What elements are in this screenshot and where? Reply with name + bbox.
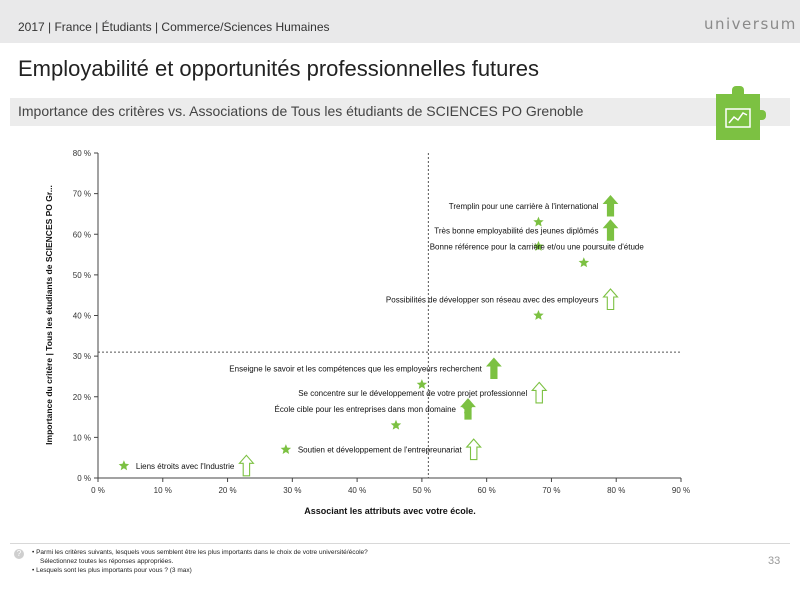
data-point-label: Soutien et développement de l'entrepreun… <box>298 446 463 455</box>
y-tick-label: 30 % <box>73 352 91 361</box>
data-point-label: Tremplin pour une carrière à l'internati… <box>449 202 599 211</box>
x-tick-label: 70 % <box>542 486 560 495</box>
up-arrow-filled-icon <box>460 398 476 420</box>
x-tick-label: 30 % <box>283 486 301 495</box>
y-axis-label: Importance du critère | Tous les étudian… <box>44 185 54 445</box>
data-point-star <box>390 419 402 430</box>
x-tick-label: 60 % <box>478 486 496 495</box>
data-point-label: Très bonne employabilité des jeunes dipl… <box>434 226 598 235</box>
section-badge <box>716 94 760 140</box>
x-tick-label: 50 % <box>413 486 431 495</box>
x-axis-label: Associant les attributs avec votre école… <box>304 506 476 516</box>
x-tick-label: 80 % <box>607 486 625 495</box>
y-tick-label: 0 % <box>77 474 91 483</box>
data-point-star <box>280 444 292 454</box>
footnote-line: • Lesquels sont les plus importants pour… <box>32 567 192 574</box>
data-point-star <box>416 379 428 389</box>
up-arrow-outline-icon <box>530 381 548 404</box>
data-point-label: Se concentre sur le développement de vot… <box>298 389 527 398</box>
universum-logo: universum <box>704 15 797 33</box>
data-point-star <box>533 216 544 227</box>
up-arrow-filled-icon <box>602 219 619 241</box>
up-arrow-filled-icon <box>486 357 502 380</box>
data-point-label: Bonne référence pour la carrière et/ou u… <box>430 243 645 252</box>
y-tick-label: 10 % <box>73 433 91 442</box>
data-point-star <box>533 310 544 320</box>
y-tick-label: 20 % <box>73 393 91 402</box>
badge-notch <box>732 86 744 95</box>
y-tick-label: 40 % <box>73 312 91 321</box>
badge-tab <box>760 110 766 120</box>
up-arrow-outline-icon <box>465 438 482 461</box>
data-point-star <box>578 257 590 268</box>
question-icon: ? <box>14 549 24 559</box>
breadcrumb: 2017 | France | Étudiants | Commerce/Sci… <box>18 20 330 34</box>
y-tick-label: 70 % <box>73 190 91 199</box>
footnotes: • Parmi les critères suivants, lesquels … <box>32 548 368 575</box>
header-bar <box>0 0 800 43</box>
data-point-label: Liens étroits avec l'Industrie <box>136 462 235 471</box>
x-tick-label: 90 % <box>672 486 690 495</box>
up-arrow-filled-icon <box>602 194 619 217</box>
footnote-line: Sélectionnez toutes les réponses appropr… <box>40 558 174 565</box>
scatter-chart: 0 % 10 % 20 % 30 % 40 % 50 % 60 % 70 % 80 % 90 % 0… <box>44 149 690 516</box>
y-tick-label: 60 % <box>73 230 91 239</box>
chart-area: 0 % 10 % 20 % 30 % 40 % 50 % 60 % 70 % 80 % 90 % 0… <box>0 140 800 545</box>
data-point-star <box>118 460 130 471</box>
y-tick-label: 50 % <box>73 271 91 280</box>
y-tick-label: 80 % <box>73 149 91 158</box>
data-point-label: Enseigne le savoir et les compétences qu… <box>229 365 482 374</box>
up-arrow-outline-icon <box>238 454 255 477</box>
data-point-star <box>533 240 544 251</box>
x-tick-label: 20 % <box>218 486 236 495</box>
subtitle-bar: Importance des critères vs. Associations… <box>10 98 790 126</box>
data-point-label: École cible pour les entreprises dans mo… <box>275 405 457 414</box>
footer-divider <box>10 543 790 544</box>
trend-chart-icon <box>725 108 751 128</box>
chart-subtitle: Importance des critères vs. Associations… <box>18 103 584 119</box>
page-number: 33 <box>768 555 781 567</box>
page-title: Employabilité et opportunités profession… <box>18 56 539 81</box>
footnote-line: • Parmi les critères suivants, lesquels … <box>32 549 368 556</box>
x-tick-label: 40 % <box>348 486 366 495</box>
data-point-label: Possibilités de développer son réseau av… <box>386 296 599 305</box>
x-tick-label: 10 % <box>154 486 172 495</box>
x-tick-label: 0 % <box>91 486 105 495</box>
up-arrow-outline-icon <box>602 288 619 311</box>
